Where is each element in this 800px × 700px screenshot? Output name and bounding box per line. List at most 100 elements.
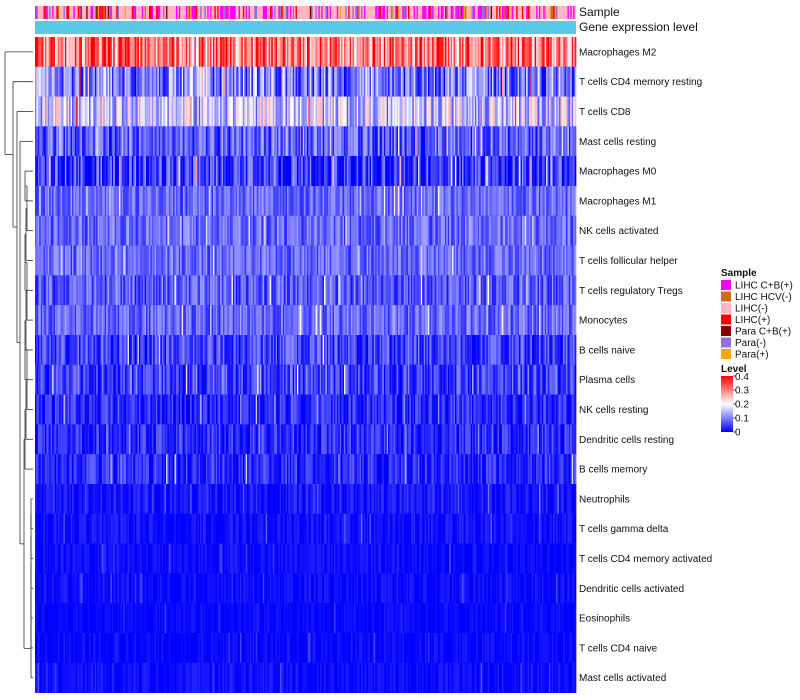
heatmap-cell bbox=[136, 364, 138, 395]
heatmap-cell bbox=[59, 275, 61, 306]
heatmap-cell bbox=[208, 364, 211, 395]
heatmap-cell bbox=[288, 364, 291, 395]
heatmap-cell bbox=[349, 37, 352, 68]
heatmap-cell bbox=[570, 335, 573, 366]
heatmap-cell bbox=[215, 37, 218, 68]
sample-cell bbox=[195, 6, 198, 19]
heatmap-cell bbox=[99, 96, 101, 127]
heatmap-cell bbox=[385, 186, 387, 217]
heatmap-cell bbox=[472, 96, 474, 127]
heatmap-cell bbox=[230, 96, 232, 127]
heatmap-cell bbox=[329, 126, 332, 157]
sample-cell bbox=[420, 6, 423, 19]
heatmap-cell bbox=[54, 186, 57, 217]
heatmap-cell bbox=[104, 275, 107, 306]
heatmap-cell bbox=[231, 96, 234, 127]
heatmap-cell bbox=[399, 215, 402, 246]
heatmap-cell bbox=[201, 215, 204, 246]
heatmap-cell bbox=[540, 186, 543, 217]
heatmap-cell bbox=[311, 305, 313, 336]
heatmap-cell bbox=[493, 96, 496, 127]
heatmap-cell bbox=[170, 126, 173, 157]
heatmap-cell bbox=[168, 215, 171, 246]
heatmap-cell bbox=[538, 215, 541, 246]
heatmap-cell bbox=[353, 156, 356, 187]
heatmap-cell bbox=[570, 96, 573, 127]
heatmap-cell bbox=[140, 245, 143, 276]
heatmap-cell bbox=[571, 96, 574, 127]
heatmap-cell bbox=[146, 186, 148, 217]
heatmap-cell bbox=[556, 186, 558, 217]
heatmap-cell bbox=[101, 335, 104, 366]
heatmap-cell bbox=[269, 335, 272, 366]
heatmap-cell bbox=[536, 96, 538, 127]
heatmap-cell bbox=[368, 275, 370, 306]
heatmap-cell bbox=[417, 215, 420, 246]
heatmap-cell bbox=[316, 126, 319, 157]
heatmap-cell bbox=[484, 335, 487, 366]
sample-cell bbox=[380, 6, 383, 19]
heatmap-cell bbox=[321, 275, 323, 306]
heatmap-cell bbox=[305, 364, 308, 395]
heatmap-cell bbox=[470, 215, 473, 246]
heatmap-cell bbox=[459, 156, 462, 187]
heatmap-cell bbox=[570, 275, 573, 306]
heatmap-cell bbox=[466, 215, 469, 246]
heatmap-cell bbox=[281, 305, 284, 336]
heatmap-cell bbox=[420, 335, 423, 366]
heatmap-cell bbox=[254, 364, 257, 395]
heatmap-cell bbox=[412, 186, 415, 217]
heatmap-cell bbox=[157, 305, 160, 336]
heatmap-cell bbox=[322, 66, 325, 97]
heatmap-cell bbox=[133, 275, 136, 306]
heatmap-cell bbox=[543, 245, 546, 276]
heatmap-cell bbox=[432, 364, 434, 395]
sample-cell bbox=[217, 6, 219, 19]
heatmap-cell bbox=[503, 245, 506, 276]
heatmap-cell bbox=[146, 66, 148, 97]
heatmap-cell bbox=[110, 156, 113, 187]
heatmap-cell bbox=[74, 275, 77, 306]
sample-cell bbox=[501, 6, 504, 19]
heatmap-cell bbox=[267, 335, 269, 366]
heatmap-cell bbox=[422, 126, 425, 157]
heatmap-cell bbox=[144, 156, 147, 187]
heatmap-cell bbox=[493, 364, 496, 395]
heatmap-cell bbox=[382, 186, 385, 217]
heatmap-cell bbox=[164, 156, 167, 187]
heatmap-cell bbox=[242, 305, 245, 336]
heatmap-cell bbox=[496, 215, 499, 246]
heatmap-cell bbox=[331, 66, 333, 97]
heatmap-cell bbox=[36, 245, 39, 276]
sample-cell bbox=[183, 6, 185, 19]
heatmap-cell bbox=[331, 186, 333, 217]
heatmap-cell bbox=[198, 37, 201, 68]
heatmap-cell bbox=[513, 66, 516, 97]
sample-cell bbox=[113, 6, 116, 19]
heatmap-cell bbox=[393, 215, 396, 246]
heatmap-cell bbox=[335, 215, 338, 246]
heatmap-cell bbox=[453, 275, 456, 306]
heatmap-cell bbox=[180, 364, 182, 395]
heatmap-cell bbox=[492, 215, 494, 246]
heatmap-cell bbox=[173, 364, 175, 395]
heatmap-cell bbox=[541, 215, 544, 246]
heatmap-cell bbox=[329, 245, 332, 276]
heatmap-cell bbox=[211, 126, 214, 157]
heatmap-cell bbox=[267, 37, 269, 68]
heatmap-cell bbox=[121, 364, 124, 395]
heatmap-cell bbox=[504, 96, 507, 127]
heatmap-cell bbox=[153, 66, 155, 97]
heatmap-cell bbox=[144, 245, 147, 276]
heatmap-cell bbox=[504, 364, 507, 395]
heatmap-cell bbox=[530, 275, 533, 306]
heatmap-cell bbox=[148, 37, 151, 68]
heatmap-cell bbox=[338, 245, 341, 276]
heatmap-cell bbox=[402, 156, 405, 187]
heatmap-cell bbox=[89, 186, 91, 217]
heatmap-cell bbox=[389, 186, 392, 217]
heatmap-cell bbox=[291, 335, 294, 366]
heatmap-cell bbox=[255, 245, 258, 276]
heatmap-cell bbox=[556, 156, 558, 187]
heatmap-cell bbox=[212, 96, 215, 127]
